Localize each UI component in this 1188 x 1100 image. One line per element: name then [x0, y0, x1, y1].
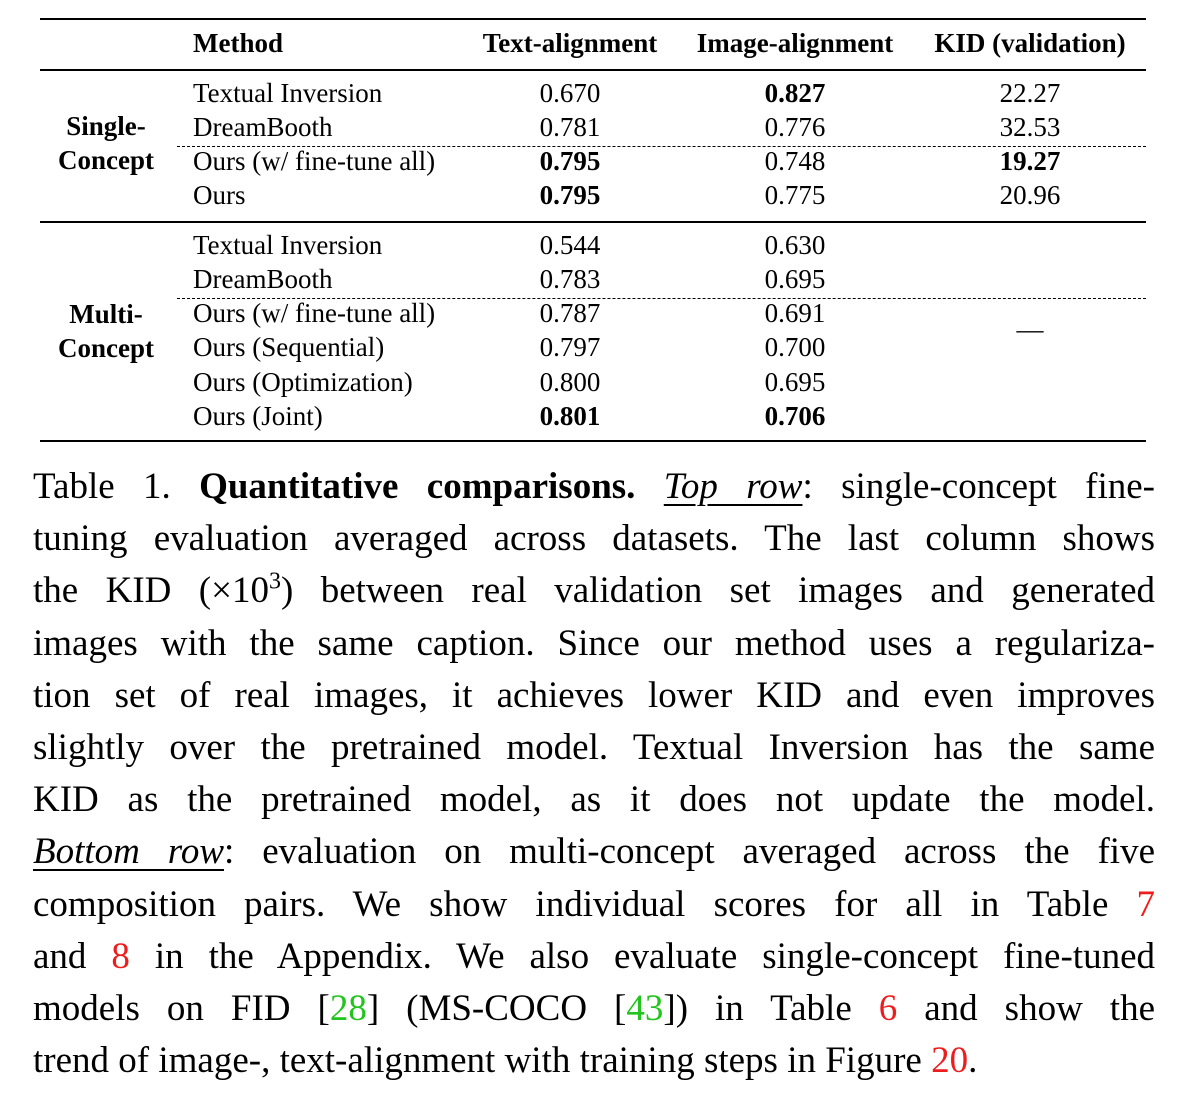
- caption-text: models on FID [: [33, 987, 330, 1029]
- text-alignment-cell: 0.795: [539, 180, 601, 210]
- kid-cell: 19.27: [999, 146, 1061, 176]
- caption-text: in the Appendix. We also evaluate single…: [129, 935, 1155, 977]
- caption-text: ]) in Table: [663, 987, 879, 1029]
- citation-43-link[interactable]: 43: [626, 987, 664, 1029]
- group-label-line: Concept: [58, 333, 154, 363]
- image-alignment-cell: 0.695: [764, 367, 826, 397]
- caption-line: Table 1. Quantitative comparisons. Top r…: [33, 461, 1155, 513]
- method-cell: Ours (Sequential): [193, 332, 385, 362]
- text-alignment-cell: 0.800: [539, 367, 601, 397]
- caption-text: : single-concept fine-: [802, 466, 1155, 507]
- caption-superscript: 3: [268, 569, 281, 596]
- caption-line: trend of image-, text-alignment with tra…: [33, 1035, 1155, 1087]
- caption-text: .: [968, 1040, 978, 1082]
- table-group-rule: [40, 221, 1146, 223]
- text-alignment-cell: 0.797: [539, 332, 601, 362]
- caption-line: Bottom row: evaluation on multi-concept …: [33, 826, 1155, 878]
- caption-line: models on FID [28] (MS-COCO [43]) in Tab…: [33, 983, 1155, 1035]
- caption-text: and: [33, 935, 112, 977]
- caption-title: Quantitative comparisons.: [199, 466, 636, 507]
- caption-line: the KID (×103) between real validation s…: [33, 565, 1155, 617]
- method-cell: DreamBooth: [193, 264, 333, 294]
- text-alignment-cell: 0.783: [539, 264, 601, 294]
- method-cell: Ours (Optimization): [193, 367, 413, 397]
- image-alignment-cell: 0.700: [764, 332, 826, 362]
- header-kid: KID (validation): [934, 28, 1126, 58]
- caption-line: KID as the pretrained model, as it does …: [33, 779, 1155, 821]
- text-alignment-cell: 0.781: [539, 112, 601, 142]
- multi-concept-dashed-rule: [177, 298, 1146, 299]
- group-label-multi: Multi- Concept: [40, 297, 172, 365]
- image-alignment-cell: 0.748: [764, 146, 826, 176]
- method-cell: Ours (w/ fine-tune all): [193, 298, 436, 328]
- image-alignment-cell: 0.776: [764, 112, 826, 142]
- text-alignment-cell: 0.544: [539, 230, 601, 260]
- group-label-line: Multi-: [69, 299, 143, 329]
- image-alignment-cell: 0.775: [764, 180, 826, 210]
- image-alignment-cell: 0.691: [764, 298, 826, 328]
- citation-28-link[interactable]: 28: [329, 987, 367, 1029]
- caption-text: ] (MS-COCO [: [366, 987, 627, 1029]
- image-alignment-cell: 0.827: [764, 78, 826, 108]
- caption-text: the KID (×10: [33, 570, 269, 612]
- caption-prefix: Table 1.: [33, 466, 171, 507]
- caption-line: images with the same caption. Since our …: [33, 622, 1155, 664]
- caption-bottom-row: Bottom row: [33, 831, 225, 873]
- text-alignment-cell: 0.787: [539, 298, 601, 328]
- caption-line: tuning evaluation averaged across datase…: [33, 518, 1155, 560]
- text-alignment-cell: 0.670: [539, 78, 601, 108]
- table-6-link[interactable]: 6: [878, 987, 898, 1029]
- table-bottom-rule: [40, 440, 1146, 442]
- method-cell: DreamBooth: [193, 112, 333, 142]
- caption-line: composition pairs. We show individual sc…: [33, 879, 1155, 931]
- method-cell: Ours (Joint): [193, 401, 323, 431]
- single-concept-dashed-rule: [177, 146, 1146, 147]
- group-label-line: Single-: [66, 111, 146, 141]
- caption-text: and show the: [897, 987, 1155, 1029]
- group-label-single: Single- Concept: [40, 109, 172, 177]
- group-label-line: Concept: [58, 145, 154, 175]
- table-8-link[interactable]: 8: [111, 935, 130, 977]
- caption-line: tion set of real images, it achieves low…: [33, 674, 1155, 716]
- kid-cell: 20.96: [999, 180, 1061, 210]
- table-caption: Table 1. Quantitative comparisons. Top r…: [33, 461, 1155, 1087]
- method-cell: Ours: [193, 180, 246, 210]
- caption-text: trend of image-, text-alignment with tra…: [33, 1040, 932, 1082]
- table-top-rule: [40, 18, 1146, 20]
- results-table: Method Text-alignment Image-alignment KI…: [0, 0, 1188, 460]
- image-alignment-cell: 0.630: [764, 230, 826, 260]
- image-alignment-cell: 0.706: [764, 401, 826, 431]
- caption-text: ) between real validation set images and…: [280, 570, 1155, 612]
- table-header-rule: [40, 69, 1146, 71]
- kid-cell: 22.27: [999, 78, 1061, 108]
- method-cell: Textual Inversion: [193, 78, 383, 108]
- figure-20-link[interactable]: 20: [931, 1040, 969, 1082]
- kid-dash-placeholder: —: [1016, 314, 1044, 344]
- method-cell: Ours (w/ fine-tune all): [193, 146, 436, 176]
- text-alignment-cell: 0.801: [539, 401, 601, 431]
- caption-text: composition pairs. We show individual sc…: [33, 883, 1137, 925]
- caption-line: and 8 in the Appendix. We also evaluate …: [33, 931, 1155, 983]
- image-alignment-cell: 0.695: [764, 264, 826, 294]
- method-cell: Textual Inversion: [193, 230, 383, 260]
- header-text-alignment: Text-alignment: [482, 28, 658, 58]
- kid-cell: 32.53: [999, 112, 1061, 142]
- text-alignment-cell: 0.795: [539, 146, 601, 176]
- caption-text: : evaluation on multi-concept averaged a…: [224, 831, 1155, 873]
- header-image-alignment: Image-alignment: [696, 28, 894, 58]
- table-7-link[interactable]: 7: [1136, 883, 1156, 925]
- caption-top-row: Top row: [663, 466, 803, 507]
- caption-line: slightly over the pretrained model. Text…: [33, 726, 1155, 768]
- header-method: Method: [193, 28, 283, 58]
